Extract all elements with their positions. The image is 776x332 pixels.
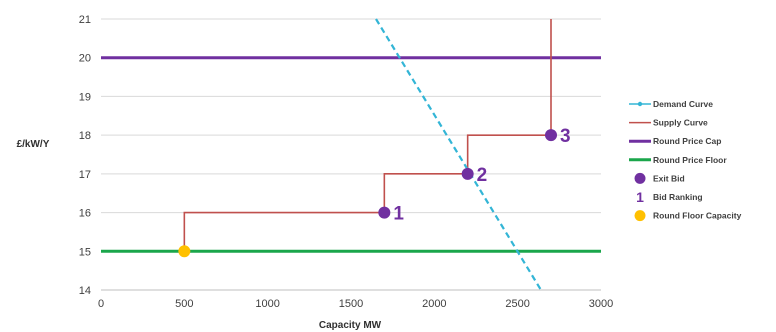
legend-swatch: 1 xyxy=(636,189,644,205)
demand-curve-line xyxy=(375,18,542,291)
y-tick-label: 20 xyxy=(79,53,91,65)
legend-item: Exit Bid xyxy=(634,172,685,184)
legend-marker xyxy=(637,101,643,107)
x-tick-label: 3000 xyxy=(589,298,613,310)
y-tick-label: 16 xyxy=(79,208,91,220)
legend-swatch xyxy=(634,172,646,184)
legend-label: Exit Bid xyxy=(653,173,685,183)
x-tick-label: 500 xyxy=(175,298,193,310)
legend: Demand Curve Supply Curve Round Price Cap R… xyxy=(629,99,742,222)
x-axis-label: Capacity MW xyxy=(319,320,382,331)
x-tick-label: 1000 xyxy=(255,298,279,310)
legend-item: Round Floor Capacity xyxy=(634,210,742,222)
y-tick-label: 17 xyxy=(79,169,91,181)
y-axis-label: £/kW/Y xyxy=(17,139,50,150)
floor-capacity-point xyxy=(178,245,191,258)
exit-bid-point xyxy=(545,129,557,142)
exit-bid-point xyxy=(461,167,474,180)
series-layer: 1 2 3 xyxy=(101,18,601,291)
legend-label: Bid Ranking xyxy=(653,192,703,202)
legend-item: Demand Curve xyxy=(629,99,713,109)
legend-item: 1 Bid Ranking xyxy=(636,189,702,205)
bid-ranking-label: 2 xyxy=(477,165,488,186)
supply-curve-line xyxy=(183,19,552,252)
legend-item: Round Price Cap xyxy=(629,136,721,146)
y-tick-label: 18 xyxy=(79,130,91,142)
y-tick-label: 15 xyxy=(79,246,91,258)
legend-label: Demand Curve xyxy=(653,99,713,109)
y-tick-label: 21 xyxy=(79,14,91,26)
bid-ranking-label: 1 xyxy=(393,204,404,225)
y-tick-label: 14 xyxy=(79,285,91,297)
legend-item: Supply Curve xyxy=(629,118,708,128)
x-tick-label: 2500 xyxy=(505,298,529,310)
legend-label: Round Price Floor xyxy=(653,155,727,165)
exit-bid-point xyxy=(378,206,391,219)
legend-item: Round Price Floor xyxy=(629,155,727,165)
bid-ranking-label: 3 xyxy=(560,126,571,147)
legend-label: Round Floor Capacity xyxy=(653,211,742,221)
legend-label: Round Price Cap xyxy=(653,136,721,146)
y-tick-label: 19 xyxy=(79,91,91,103)
legend-swatch xyxy=(634,210,646,222)
gridlines xyxy=(101,18,601,291)
x-tick-label: 1500 xyxy=(339,298,363,310)
x-tick-label: 2000 xyxy=(422,298,446,310)
legend-label: Supply Curve xyxy=(653,118,708,128)
x-tick-label: 0 xyxy=(98,298,104,310)
